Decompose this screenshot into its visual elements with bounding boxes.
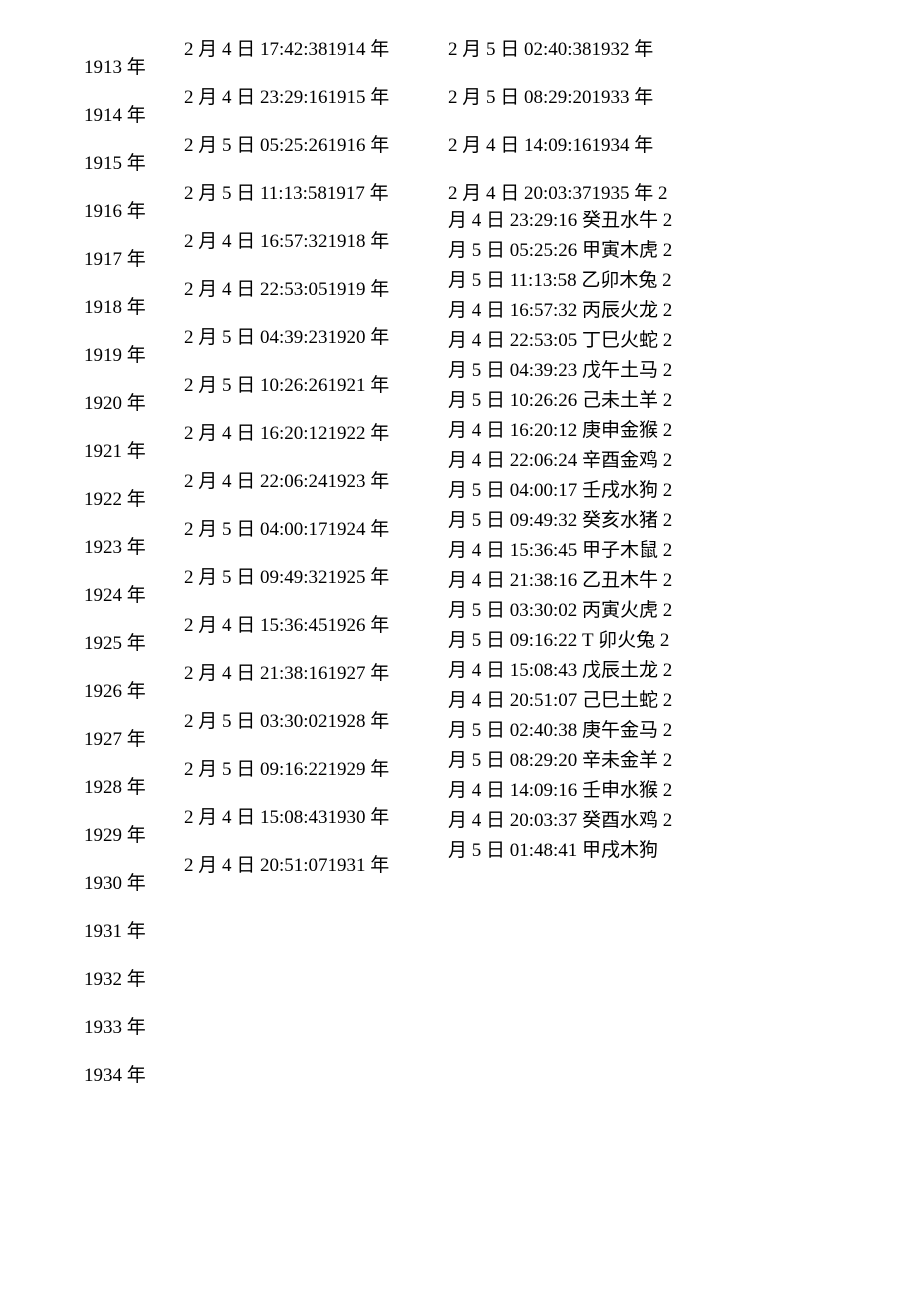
zodiac-cell: 月 5 日 03:30:02 丙寅火虎 2 xyxy=(448,596,672,626)
zodiac-cell: 月 4 日 20:03:37 癸酉水鸡 2 xyxy=(448,806,672,836)
date-column-1: 2 月 4 日 17:42:381914 年 2 月 4 日 23:29:161… xyxy=(184,26,389,890)
year-cell: 1929 年 xyxy=(84,812,146,860)
date-cell: 2 月 4 日 20:51:071931 年 xyxy=(184,842,389,890)
year-cell: 1917 年 xyxy=(84,236,146,284)
date-cell: 2 月 4 日 16:20:121922 年 xyxy=(184,410,389,458)
year-cell: 1923 年 xyxy=(84,524,146,572)
year-cell: 1933 年 xyxy=(84,1004,146,1052)
zodiac-cell: 月 5 日 09:49:32 癸亥水猪 2 xyxy=(448,506,672,536)
zodiac-cell: 月 5 日 02:40:38 庚午金马 2 xyxy=(448,716,672,746)
date-cell: 2 月 5 日 09:16:221929 年 xyxy=(184,746,389,794)
zodiac-cell: 月 4 日 16:57:32 丙辰火龙 2 xyxy=(448,296,672,326)
year-cell: 1931 年 xyxy=(84,908,146,956)
date-cell: 2 月 4 日 22:53:051919 年 xyxy=(184,266,389,314)
zodiac-cell: 月 4 日 15:36:45 甲子木鼠 2 xyxy=(448,536,672,566)
zodiac-cell: 月 4 日 22:53:05 丁巳火蛇 2 xyxy=(448,326,672,356)
date-cell: 2 月 4 日 16:57:321918 年 xyxy=(184,218,389,266)
zodiac-cell: 月 4 日 14:09:16 壬申水猴 2 xyxy=(448,776,672,806)
year-cell: 1918 年 xyxy=(84,284,146,332)
year-cell: 1913 年 xyxy=(84,44,146,92)
date-cell: 2 月 4 日 22:06:241923 年 xyxy=(184,458,389,506)
year-cell: 1934 年 xyxy=(84,1052,146,1100)
date-cell: 2 月 5 日 02:40:381932 年 xyxy=(448,26,668,74)
zodiac-column: 月 4 日 23:29:16 癸丑水牛 2 月 5 日 05:25:26 甲寅木… xyxy=(448,206,672,866)
date-cell: 2 月 4 日 17:42:381914 年 xyxy=(184,26,389,74)
date-cell: 2 月 5 日 10:26:261921 年 xyxy=(184,362,389,410)
year-cell: 1925 年 xyxy=(84,620,146,668)
zodiac-cell: 月 5 日 08:29:20 辛未金羊 2 xyxy=(448,746,672,776)
zodiac-cell: 月 5 日 04:00:17 壬戌水狗 2 xyxy=(448,476,672,506)
year-cell: 1916 年 xyxy=(84,188,146,236)
year-cell: 1924 年 xyxy=(84,572,146,620)
year-cell: 1926 年 xyxy=(84,668,146,716)
zodiac-cell: 月 5 日 05:25:26 甲寅木虎 2 xyxy=(448,236,672,266)
year-cell: 1932 年 xyxy=(84,956,146,1004)
zodiac-cell: 月 4 日 21:38:16 乙丑木牛 2 xyxy=(448,566,672,596)
zodiac-cell: 月 5 日 10:26:26 己未土羊 2 xyxy=(448,386,672,416)
year-cell: 1920 年 xyxy=(84,380,146,428)
year-cell: 1915 年 xyxy=(84,140,146,188)
zodiac-cell: 月 5 日 11:13:58 乙卯木兔 2 xyxy=(448,266,672,296)
date-cell: 2 月 4 日 14:09:161934 年 xyxy=(448,122,668,170)
zodiac-cell: 月 4 日 22:06:24 辛酉金鸡 2 xyxy=(448,446,672,476)
date-cell: 2 月 5 日 04:39:231920 年 xyxy=(184,314,389,362)
zodiac-cell: 月 5 日 09:16:22 T 卯火兔 2 xyxy=(448,626,672,656)
year-cell: 1921 年 xyxy=(84,428,146,476)
year-cell: 1919 年 xyxy=(84,332,146,380)
year-cell: 1927 年 xyxy=(84,716,146,764)
date-cell: 2 月 4 日 21:38:161927 年 xyxy=(184,650,389,698)
zodiac-cell: 月 5 日 01:48:41 甲戌木狗 xyxy=(448,836,672,866)
date-cell: 2 月 5 日 11:13:581917 年 xyxy=(184,170,389,218)
date-cell: 2 月 5 日 09:49:321925 年 xyxy=(184,554,389,602)
year-cell: 1928 年 xyxy=(84,764,146,812)
zodiac-cell: 月 4 日 16:20:12 庚申金猴 2 xyxy=(448,416,672,446)
zodiac-cell: 月 4 日 23:29:16 癸丑水牛 2 xyxy=(448,206,672,236)
zodiac-cell: 月 4 日 15:08:43 戊辰土龙 2 xyxy=(448,656,672,686)
date-cell: 2 月 4 日 15:36:451926 年 xyxy=(184,602,389,650)
date-cell: 2 月 4 日 23:29:161915 年 xyxy=(184,74,389,122)
date-cell: 2 月 5 日 04:00:171924 年 xyxy=(184,506,389,554)
date-cell: 2 月 4 日 15:08:431930 年 xyxy=(184,794,389,842)
year-cell: 1922 年 xyxy=(84,476,146,524)
date-cell: 2 月 5 日 03:30:021928 年 xyxy=(184,698,389,746)
date-cell: 2 月 5 日 05:25:261916 年 xyxy=(184,122,389,170)
zodiac-cell: 月 4 日 20:51:07 己巳土蛇 2 xyxy=(448,686,672,716)
date-cell: 2 月 5 日 08:29:201933 年 xyxy=(448,74,668,122)
year-cell: 1914 年 xyxy=(84,92,146,140)
year-cell: 1930 年 xyxy=(84,860,146,908)
date-column-top: 2 月 5 日 02:40:381932 年 2 月 5 日 08:29:201… xyxy=(448,26,668,218)
zodiac-cell: 月 5 日 04:39:23 戊午土马 2 xyxy=(448,356,672,386)
year-column: 1913 年 1914 年 1915 年 1916 年 1917 年 1918 … xyxy=(84,44,146,1100)
